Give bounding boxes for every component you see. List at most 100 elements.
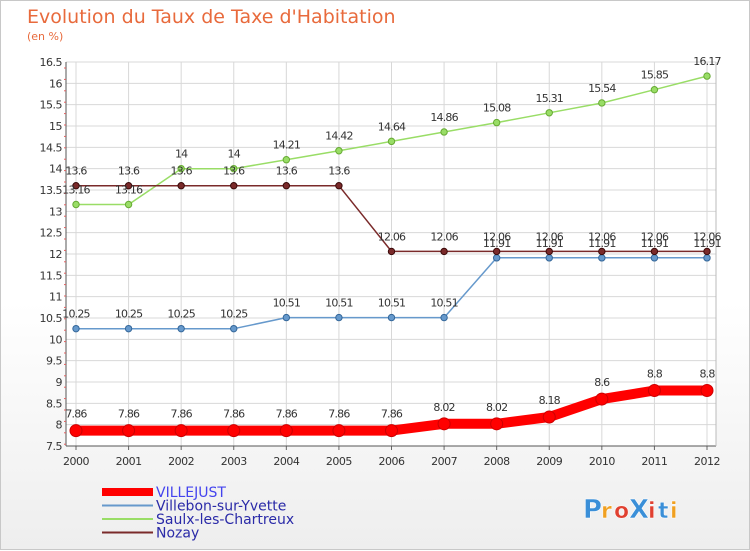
data-label: 12.06 bbox=[588, 230, 616, 243]
x-tick-label: 2007 bbox=[431, 455, 457, 468]
data-point bbox=[545, 254, 553, 262]
data-point bbox=[595, 392, 609, 406]
x-tick-label: 2004 bbox=[273, 455, 299, 468]
data-point bbox=[440, 128, 448, 136]
data-label: 13.6 bbox=[223, 165, 245, 178]
data-point bbox=[385, 424, 398, 438]
data-label: 7.86 bbox=[171, 408, 193, 421]
data-label: 15.54 bbox=[588, 82, 616, 95]
data-point bbox=[387, 313, 396, 322]
y-tick-label: 13 bbox=[49, 205, 62, 218]
data-label: 15.31 bbox=[536, 92, 564, 105]
data-label: 12.06 bbox=[483, 230, 511, 243]
data-label: 10.25 bbox=[115, 308, 143, 321]
data-point bbox=[335, 182, 343, 190]
data-point bbox=[227, 424, 241, 438]
data-label: 12.06 bbox=[430, 230, 458, 243]
chart-title: Evolution du Taux de Taxe d'Habitation bbox=[27, 6, 396, 28]
data-label: 8.8 bbox=[647, 368, 663, 381]
x-tick-label: 2009 bbox=[536, 455, 562, 468]
y-tick-label: 11.5 bbox=[40, 269, 63, 282]
y-tick-label: 9 bbox=[56, 376, 63, 389]
x-tick-label: 2001 bbox=[116, 455, 142, 468]
data-label: 15.85 bbox=[641, 69, 669, 82]
data-point bbox=[177, 324, 185, 333]
data-point bbox=[282, 313, 291, 322]
data-point bbox=[177, 182, 185, 190]
data-label: 12.06 bbox=[693, 230, 721, 243]
data-label: 8.18 bbox=[539, 394, 561, 407]
legend-label: Villebon-sur-Yvette bbox=[156, 499, 286, 515]
data-point bbox=[72, 324, 80, 333]
data-label: 12.06 bbox=[378, 230, 406, 243]
y-tick-label: 16 bbox=[49, 77, 62, 90]
data-point bbox=[332, 424, 346, 438]
data-point bbox=[279, 424, 293, 438]
data-label: 7.86 bbox=[328, 408, 350, 421]
data-point bbox=[598, 99, 606, 107]
svg-text:i: i bbox=[670, 499, 678, 524]
data-label: 11.91 bbox=[536, 237, 564, 250]
data-point bbox=[230, 182, 238, 190]
data-point bbox=[703, 72, 711, 80]
svg-text:t: t bbox=[658, 499, 669, 524]
data-point bbox=[545, 247, 553, 256]
data-point bbox=[492, 247, 501, 256]
data-point bbox=[387, 137, 396, 146]
x-tick-label: 2003 bbox=[221, 455, 247, 468]
data-point bbox=[124, 182, 133, 190]
data-label: 8.8 bbox=[699, 368, 715, 381]
y-tick-label: 14.5 bbox=[40, 141, 63, 154]
data-point bbox=[387, 247, 396, 256]
y-tick-label: 13.5 bbox=[40, 184, 63, 197]
data-label: 14.86 bbox=[430, 111, 458, 124]
data-point bbox=[177, 164, 185, 173]
data-label: 10.25 bbox=[167, 308, 195, 321]
data-label: 10.51 bbox=[430, 297, 458, 310]
data-point bbox=[282, 182, 291, 190]
data-label: 10.25 bbox=[62, 308, 90, 321]
legend-label: VILLEJUST bbox=[156, 485, 226, 501]
data-point bbox=[335, 313, 343, 322]
data-label: 11.91 bbox=[588, 237, 616, 250]
data-label: 10.51 bbox=[273, 297, 301, 310]
svg-text:P: P bbox=[583, 495, 602, 525]
data-point bbox=[650, 86, 659, 94]
chart-unit: (en %) bbox=[27, 30, 64, 43]
data-point bbox=[650, 254, 659, 262]
y-tick-label: 14 bbox=[49, 163, 62, 176]
data-point bbox=[545, 109, 553, 117]
y-tick-label: 16.5 bbox=[40, 56, 63, 69]
data-label: 7.86 bbox=[381, 408, 403, 421]
data-label: 7.86 bbox=[118, 408, 140, 421]
data-label: 13.16 bbox=[115, 184, 143, 197]
data-label: 13.6 bbox=[171, 165, 193, 178]
y-tick-label: 8 bbox=[56, 419, 63, 432]
x-tick-label: 2000 bbox=[63, 455, 89, 468]
y-tick-label: 15 bbox=[49, 120, 62, 133]
data-point bbox=[230, 164, 238, 173]
data-label: 8.02 bbox=[433, 401, 454, 414]
data-point bbox=[647, 384, 661, 398]
legend-label: Saulx-les-Chartreux bbox=[156, 512, 294, 528]
data-label: 14 bbox=[228, 148, 241, 161]
data-point bbox=[174, 424, 188, 438]
svg-text:o: o bbox=[614, 499, 629, 524]
data-label: 13.6 bbox=[276, 165, 298, 178]
x-tick-label: 2011 bbox=[641, 455, 667, 468]
data-point bbox=[440, 247, 448, 256]
data-label: 8.02 bbox=[486, 401, 507, 414]
svg-text:r: r bbox=[601, 499, 612, 524]
data-point bbox=[490, 417, 504, 431]
x-tick-label: 2010 bbox=[589, 455, 615, 468]
data-label: 13.16 bbox=[62, 184, 90, 197]
y-tick-label: 15.5 bbox=[40, 99, 63, 112]
data-label: 7.86 bbox=[223, 408, 245, 421]
data-point bbox=[650, 247, 659, 256]
data-label: 14 bbox=[175, 148, 188, 161]
data-point bbox=[437, 417, 451, 431]
legend-label: Nozay bbox=[156, 526, 199, 542]
data-label: 14.42 bbox=[325, 130, 353, 143]
